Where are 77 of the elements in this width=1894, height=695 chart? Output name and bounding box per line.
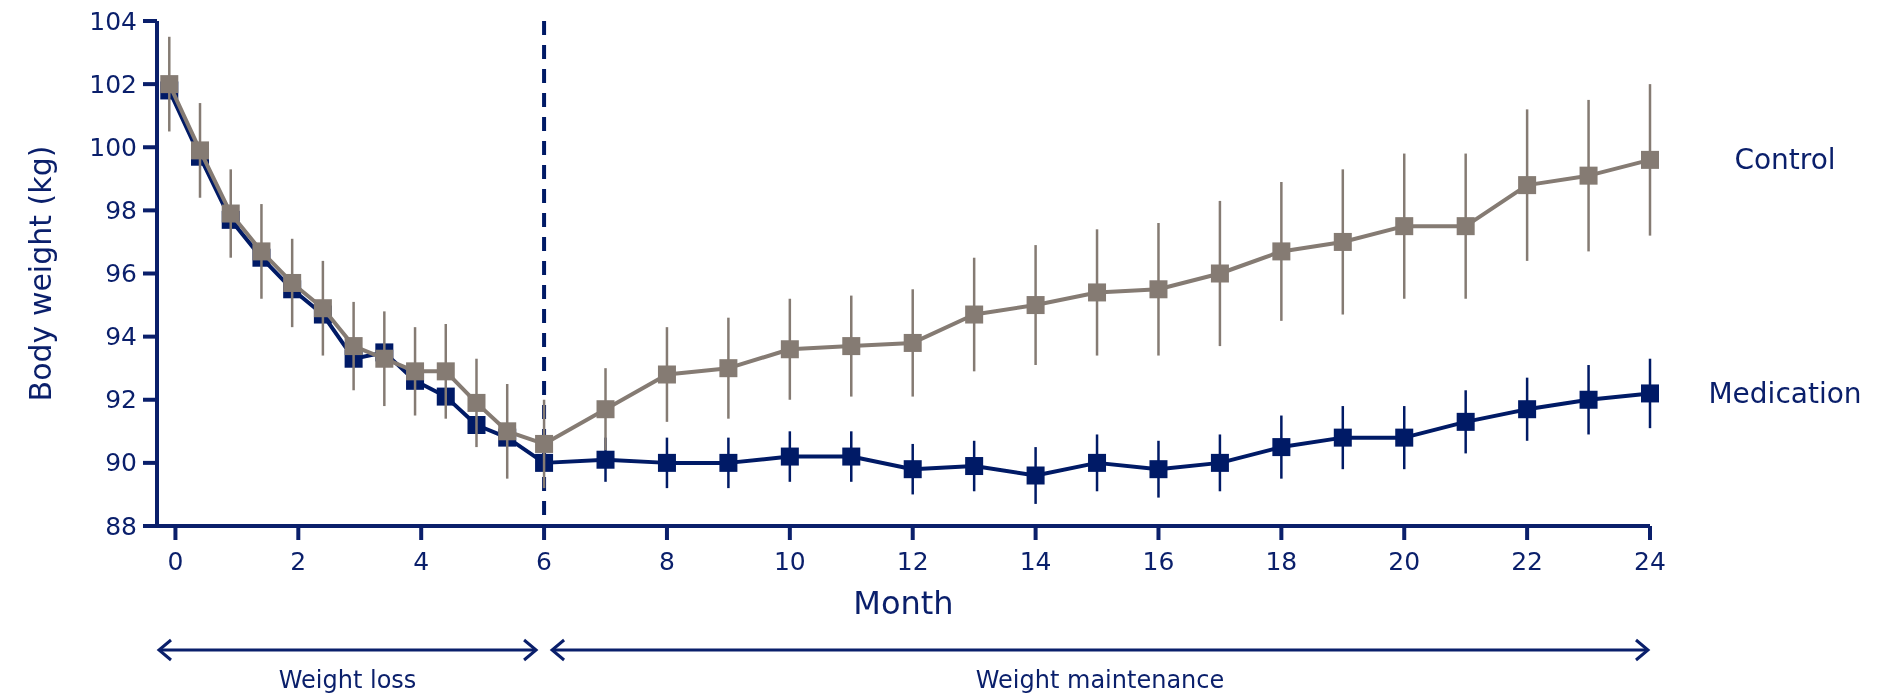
text: Weight maintenance (975, 666, 1225, 694)
x-tick-label: 12 (896, 546, 929, 576)
y-tick-label: 92 (105, 385, 137, 415)
point (719, 359, 738, 378)
point (842, 337, 861, 356)
x-axis-title: Month (853, 584, 954, 622)
y-tick-label: 90 (105, 448, 137, 478)
x-tick-label: 2 (290, 546, 307, 576)
point (1333, 428, 1352, 447)
point (1579, 390, 1598, 409)
point (842, 447, 861, 466)
point (1641, 384, 1659, 403)
point (283, 273, 302, 292)
point (780, 340, 799, 359)
x-tick-label: 4 (413, 546, 430, 576)
x-tick-label: 16 (1142, 546, 1175, 576)
point (1641, 150, 1659, 169)
y-tick-label: 104 (89, 6, 137, 36)
point (1395, 428, 1414, 447)
point (498, 422, 517, 441)
x-tick-label: 10 (773, 546, 806, 576)
point (406, 362, 425, 381)
point (1272, 438, 1291, 457)
point (1026, 466, 1045, 485)
point (1210, 264, 1229, 283)
point (965, 305, 984, 324)
point (436, 362, 455, 381)
point (1456, 217, 1475, 236)
series-label: Medication (1708, 376, 1862, 410)
y-tick-label: 96 (105, 259, 137, 288)
point (313, 299, 332, 318)
point (1149, 280, 1168, 299)
x-tick-label: 24 (1634, 546, 1666, 576)
point (1149, 460, 1168, 479)
point (1026, 296, 1045, 315)
point (1518, 176, 1537, 195)
point (596, 450, 615, 469)
point (903, 333, 922, 352)
point (965, 457, 984, 476)
point (657, 365, 676, 384)
y-tick-label: 98 (105, 195, 137, 225)
y-tick-label: 102 (89, 69, 137, 99)
point (780, 447, 799, 466)
x-tick-label: 18 (1265, 546, 1298, 576)
y-tick-label: 94 (105, 322, 137, 352)
point (657, 453, 676, 472)
point (467, 393, 486, 412)
x-tick-label: 20 (1388, 546, 1421, 576)
point (160, 75, 179, 94)
point (1456, 412, 1475, 431)
point (1272, 242, 1291, 261)
point (221, 204, 240, 223)
text: Weight loss (278, 666, 417, 694)
x-tick-label: 14 (1019, 546, 1052, 576)
point (596, 400, 615, 419)
x-tick-label: 8 (659, 546, 675, 576)
point (375, 349, 394, 368)
y-axis-title: Body weight (kg) (22, 145, 58, 402)
point (903, 460, 922, 479)
y-tick-label: 100 (89, 132, 137, 162)
point (719, 453, 738, 472)
x-tick-label: 0 (167, 546, 184, 576)
point (1333, 232, 1352, 251)
point (535, 434, 554, 453)
text: Control (1734, 143, 1836, 177)
point (252, 242, 271, 261)
point (1518, 400, 1537, 419)
point (1579, 166, 1598, 185)
point (1395, 217, 1414, 236)
x-tick-label: 6 (536, 546, 553, 576)
point (1210, 453, 1229, 472)
point (191, 141, 210, 160)
point (1088, 453, 1107, 472)
point (344, 337, 363, 356)
x-tick-label: 22 (1511, 546, 1544, 576)
y-tick-label: 88 (105, 511, 137, 541)
point (1088, 283, 1107, 302)
